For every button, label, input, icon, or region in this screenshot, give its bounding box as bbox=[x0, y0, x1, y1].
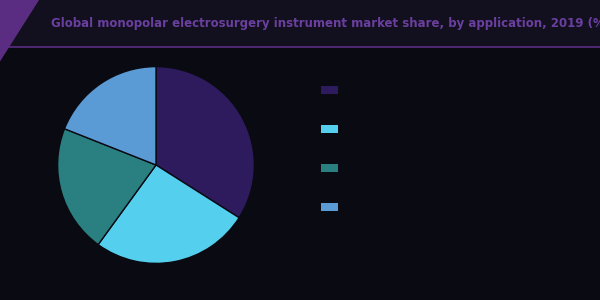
Text: General Surgery: General Surgery bbox=[342, 85, 428, 95]
Wedge shape bbox=[156, 67, 254, 218]
Wedge shape bbox=[98, 165, 239, 263]
Text: Cardiovascular: Cardiovascular bbox=[342, 163, 420, 173]
Text: Others: Others bbox=[342, 202, 377, 212]
Wedge shape bbox=[65, 67, 156, 165]
Text: Global monopolar electrosurgery instrument market share, by application, 2019 (%: Global monopolar electrosurgery instrume… bbox=[51, 17, 600, 30]
Text: Gynecology: Gynecology bbox=[342, 124, 404, 134]
Wedge shape bbox=[58, 129, 156, 244]
